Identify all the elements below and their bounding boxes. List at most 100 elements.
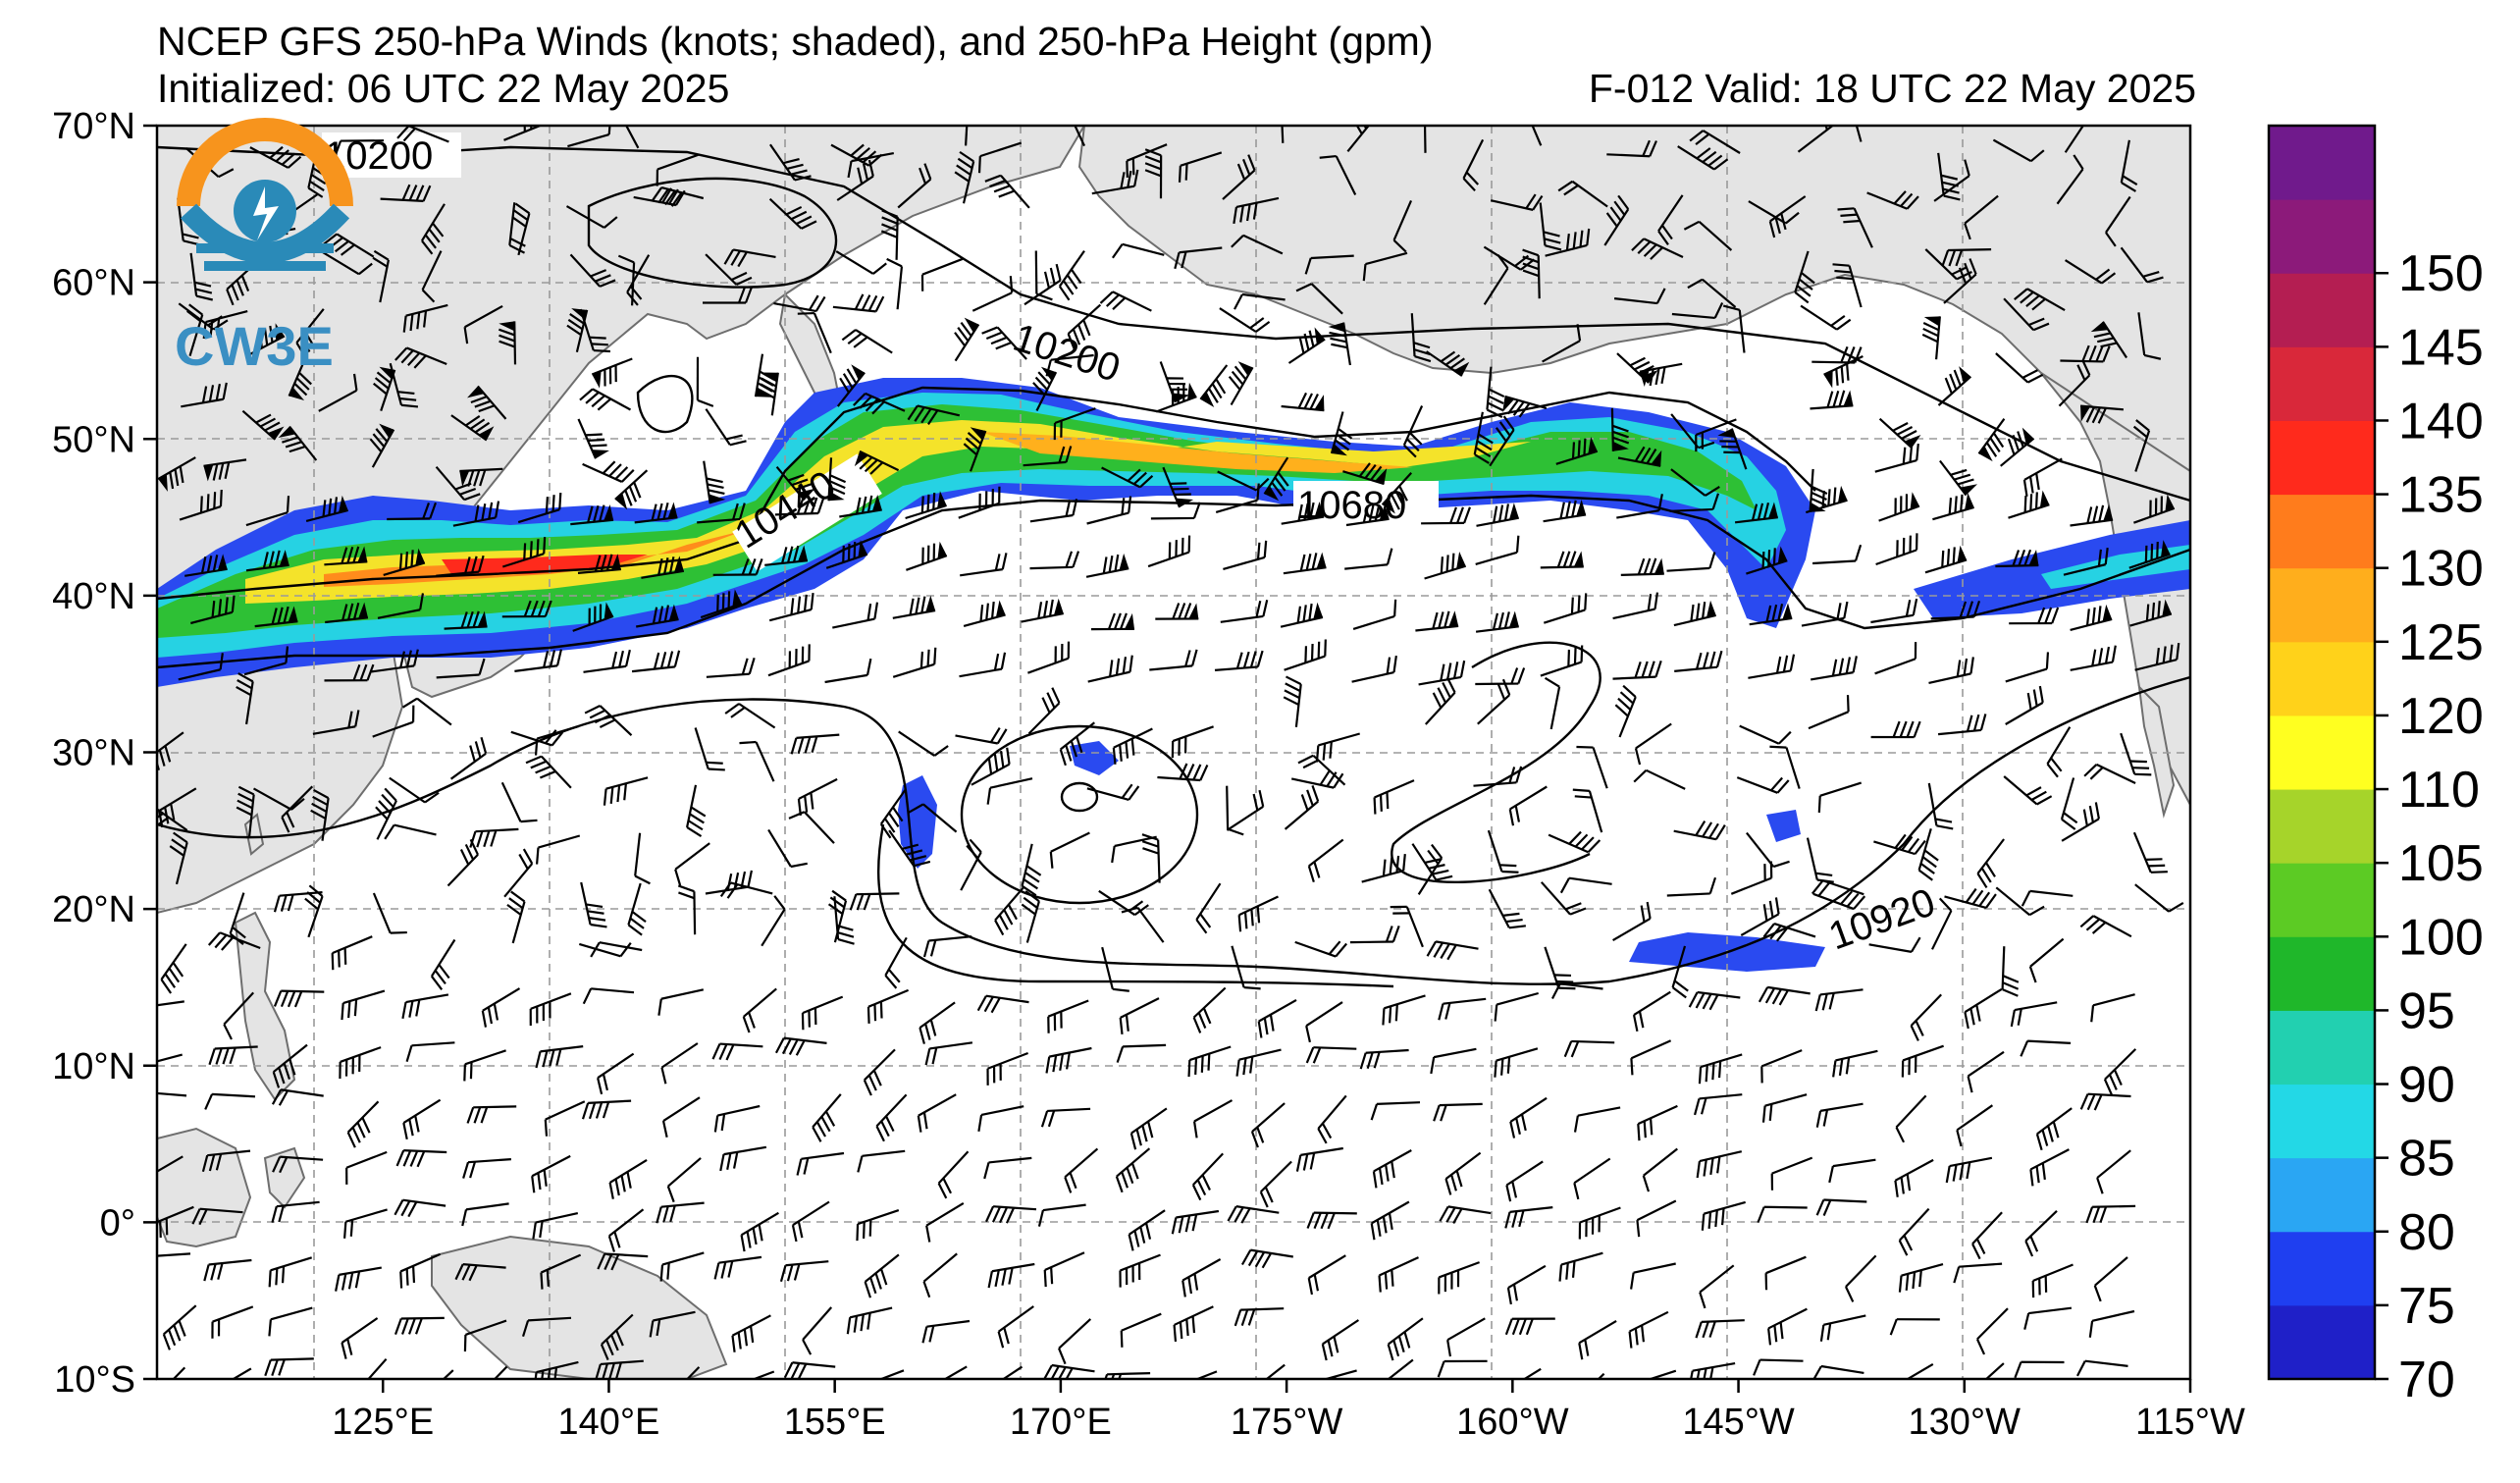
wind-barb [1760, 1049, 1803, 1084]
wind-barb [656, 153, 699, 186]
wind-barb [1476, 503, 1519, 527]
wind-barb [2088, 1309, 2135, 1338]
wind-barb [767, 644, 811, 677]
wind-barb [1306, 1211, 1357, 1230]
wind-barb [372, 249, 391, 303]
wind-barb [1037, 1203, 1086, 1227]
wind-barb [1128, 1209, 1166, 1251]
wind-barb [481, 987, 521, 1028]
wind-barb [1797, 126, 1834, 153]
wind-barb [1191, 1152, 1224, 1201]
wind-barb [1508, 785, 1548, 826]
wind-barb [1764, 1255, 1807, 1291]
wind-barb [1967, 1050, 2005, 1093]
wind-barb [1126, 143, 1168, 178]
wind-barb [312, 710, 360, 735]
wind-barb [569, 253, 616, 288]
contour-10920-cutoff [1391, 641, 1601, 883]
wind-barb [394, 1316, 445, 1335]
wind-barb [1557, 180, 1608, 208]
wind-barb [1613, 288, 1666, 305]
wind-barb [1620, 557, 1664, 576]
colorbar-segment [2269, 1084, 2375, 1159]
wind-barb [584, 705, 633, 737]
wind-barb [1174, 246, 1223, 270]
wind-barb [1330, 411, 1353, 456]
wind-barb [2132, 419, 2151, 472]
lat-tick-label: 60°N [52, 263, 135, 304]
wind-barb [1187, 1045, 1232, 1078]
wind-barb [767, 828, 808, 869]
wind-barb [1494, 1047, 1539, 1078]
wind-barb [463, 1049, 506, 1082]
wind-barb [249, 145, 302, 169]
wind-barb [1021, 598, 1064, 623]
wind-barb [922, 1252, 958, 1298]
wind-barb [566, 308, 589, 352]
wind-barb [190, 595, 236, 625]
wind-barb [1426, 940, 1479, 961]
wind-barb [1941, 248, 1992, 267]
wind-barb [879, 788, 908, 839]
wind-barb [712, 557, 763, 576]
wind-barb [1722, 304, 1746, 353]
wind-barb [1669, 493, 1720, 512]
wind-barb [667, 1366, 701, 1379]
wind-barb [202, 310, 248, 340]
wind-barb [1417, 843, 1444, 895]
cw3e-logo: CW3E [175, 118, 353, 377]
wind-barb [2028, 937, 2065, 983]
wind-barb [1281, 502, 1325, 525]
wind-barb [1490, 193, 1544, 211]
wind-barb [2137, 312, 2162, 360]
wind-barb [1696, 1150, 1743, 1179]
wind-barb [1181, 1258, 1222, 1298]
wind-barb [565, 205, 618, 229]
wind-barb [1558, 1251, 1603, 1282]
wind-barb [268, 1256, 313, 1288]
wind-barb [1637, 1104, 1678, 1141]
wind-barb [572, 602, 614, 632]
wind-barb [661, 1096, 701, 1138]
wind-barb [405, 1041, 455, 1062]
wind-barb [1937, 366, 1972, 406]
wind-barb [1446, 1317, 1486, 1357]
wind-barb [1761, 1093, 1808, 1123]
wind-barb [1284, 785, 1320, 830]
wind-barb [463, 304, 503, 344]
wind-barb [1811, 656, 1858, 681]
wind-barb [1814, 988, 1864, 1012]
wind-barb [1819, 1314, 1866, 1342]
wind-barb [649, 1310, 696, 1338]
wind-barb [636, 604, 679, 628]
wind-barb [1410, 313, 1432, 363]
wind-barb [888, 829, 931, 868]
wind-barb [446, 838, 480, 887]
contour-south-ridge [876, 823, 1394, 988]
wind-barb [965, 126, 970, 146]
wind-barb [535, 1045, 584, 1069]
wind-barb [278, 425, 318, 461]
wind-barb [1673, 600, 1716, 627]
wind-barb [500, 781, 538, 823]
wind-barb [1370, 1101, 1421, 1121]
wind-barb [1494, 991, 1539, 1022]
wind-barb [812, 1093, 842, 1142]
jet-east-pacific-cyan [2041, 545, 2190, 589]
wind-barb [1812, 890, 1866, 911]
wind-barb [1283, 552, 1327, 575]
wind-barb [1024, 263, 1062, 306]
wind-barb [1157, 763, 1209, 782]
wind-barb [1898, 1207, 1930, 1256]
lon-tick-label: 160°W [1456, 1402, 1569, 1443]
wind-barb [2035, 1107, 2073, 1151]
wind-barb [892, 595, 936, 619]
wind-barb [1894, 1158, 1934, 1197]
wind-barb [1848, 126, 1863, 142]
wind-barb [1390, 905, 1424, 948]
wind-barb [607, 1208, 645, 1252]
land-baja [2137, 684, 2176, 819]
wind-barb [1810, 390, 1854, 410]
wind-barb [1992, 138, 2045, 163]
contour-10440 [157, 386, 1816, 601]
